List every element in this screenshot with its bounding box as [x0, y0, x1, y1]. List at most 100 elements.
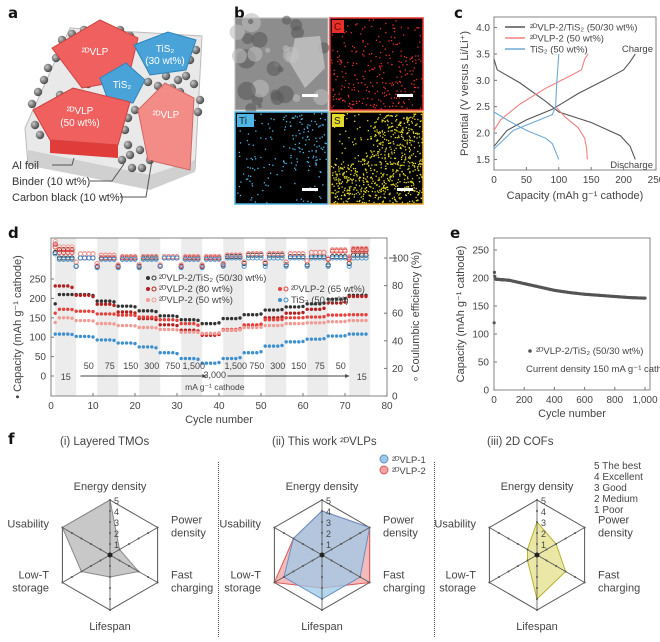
capacity-point: [259, 312, 263, 316]
edx-signal-dot: [397, 162, 399, 164]
edx-signal-dot: [285, 121, 288, 123]
edx-signal-dot: [379, 66, 381, 68]
edx-signal-dot: [294, 182, 296, 185]
edx-signal-dot: [294, 167, 296, 169]
edx-signal-dot: [309, 124, 311, 127]
edx-signal-dot: [341, 36, 344, 38]
capacity-point: [175, 323, 179, 328]
edx-signal-dot: [344, 194, 346, 197]
radar-tick: [368, 526, 371, 529]
radar-tick: [507, 537, 510, 540]
edx-signal-dot: [352, 167, 355, 170]
y2-tick-label: 0: [392, 392, 398, 403]
radar-tick: [536, 521, 538, 523]
edx-signal-dot: [292, 134, 294, 137]
edx-signal-dot: [369, 167, 372, 169]
edx-signal-dot: [412, 182, 415, 184]
edx-signal-dot: [401, 106, 403, 108]
capacity-point: [301, 321, 305, 326]
carbon-black-particle: [30, 120, 40, 130]
radar-axis-label: Low-T: [18, 570, 49, 582]
edx-signal-dot: [389, 176, 392, 178]
panel-letter-f: f: [8, 430, 15, 448]
capacity-point: [53, 311, 57, 315]
legend-label: ²ᴰVLP-2/TiS₂ (50/30 wt%): [536, 346, 643, 357]
edx-signal-dot: [418, 136, 421, 138]
edx-signal-dot: [385, 54, 387, 56]
sem-texture: [237, 81, 256, 101]
capacity-point: [78, 334, 83, 339]
edx-signal-dot: [293, 117, 295, 119]
edx-signal-dot: [366, 155, 368, 158]
capacity-point: [250, 351, 255, 355]
edx-signal-dot: [385, 31, 387, 34]
edx-signal-dot: [411, 83, 413, 85]
edx-signal-dot: [336, 175, 338, 177]
capacity-point: [108, 312, 112, 316]
edx-signal-dot: [376, 131, 378, 133]
edx-signal-dot: [360, 196, 362, 198]
edx-signal-dot: [412, 189, 415, 191]
ce-point: [283, 263, 289, 269]
edx-signal-dot: [392, 51, 394, 53]
capacity-point: [108, 302, 112, 306]
edx-signal-dot: [338, 168, 340, 170]
edx-signal-dot: [367, 161, 370, 163]
ce-point: [321, 255, 327, 261]
edx-signal-dot: [399, 147, 402, 149]
edx-signal-dot: [354, 172, 356, 175]
edx-signal-dot: [378, 151, 380, 153]
edx-signal-dot: [393, 184, 395, 186]
ce-point: [90, 255, 96, 261]
edx-signal-dot: [348, 177, 350, 179]
edx-signal-dot: [402, 129, 404, 131]
sem-texture: [247, 46, 263, 62]
edx-signal-dot: [352, 141, 354, 143]
edx-signal-dot: [371, 25, 373, 28]
capacity-point: [87, 309, 91, 313]
edx-signal-dot: [316, 146, 318, 148]
edx-signal-dot: [408, 165, 410, 167]
edx-signal-dot: [397, 124, 400, 126]
edx-signal-dot: [358, 178, 360, 180]
edx-signal-dot: [413, 80, 415, 82]
edx-signal-dot: [331, 62, 333, 64]
edx-signal-dot: [383, 95, 386, 97]
edx-signal-dot: [419, 173, 421, 176]
edx-signal-dot: [365, 202, 367, 204]
radar-tick: [526, 548, 529, 551]
edx-signal-dot: [396, 130, 398, 132]
edx-signal-dot: [384, 151, 386, 153]
edx-signal-dot: [393, 173, 395, 175]
ce-point: [241, 263, 247, 269]
edx-signal-dot: [395, 129, 397, 131]
edx-signal-dot: [249, 180, 251, 182]
radar-tick: [321, 587, 323, 589]
edx-signal-dot: [358, 200, 361, 202]
rating-key-item: 1 Poor: [594, 505, 624, 516]
capacity-point: [145, 309, 150, 313]
radar-tick: [536, 565, 538, 567]
edx-signal-dot: [381, 81, 384, 84]
edx-signal-dot: [418, 145, 421, 147]
edx-signal-dot: [242, 173, 245, 175]
edx-signal-dot: [374, 182, 376, 185]
edx-signal-dot: [339, 63, 341, 65]
edx-signal-dot: [390, 184, 392, 186]
edx-signal-dot: [391, 153, 393, 155]
edx-signal-dot: [354, 170, 357, 172]
capacity-point: [364, 332, 368, 336]
capacity-point: [208, 321, 213, 326]
edx-signal-dot: [383, 187, 385, 190]
edx-signal-dot: [409, 181, 411, 183]
edx-signal-dot: [369, 185, 371, 188]
sem-texture: [257, 103, 262, 109]
sem-flake: [290, 36, 325, 88]
capacity-point: [183, 330, 188, 334]
edx-signal-dot: [384, 187, 386, 189]
edx-signal-dot: [385, 188, 387, 190]
edx-signal-dot: [385, 149, 387, 151]
edx-signal-dot: [390, 175, 392, 177]
capacity-point: [292, 340, 297, 344]
edx-signal-dot: [416, 123, 418, 125]
